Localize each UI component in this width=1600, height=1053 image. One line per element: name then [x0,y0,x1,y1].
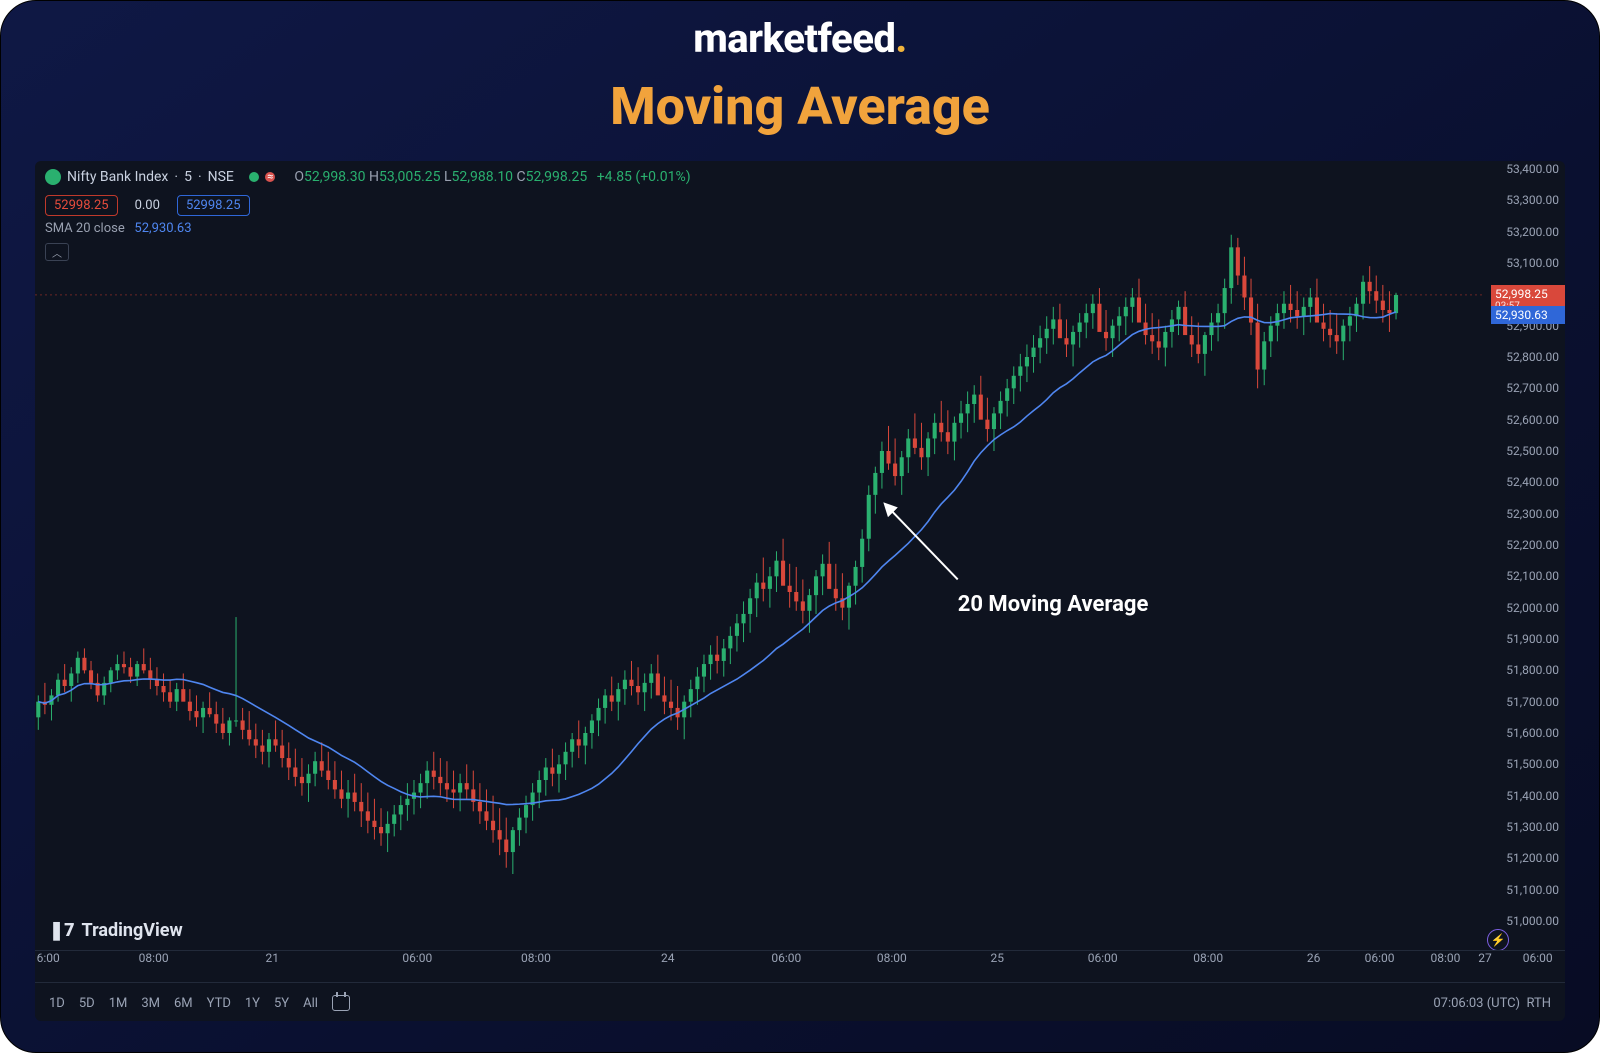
divider [35,950,1565,951]
x-tick: 6:00 [37,951,60,965]
x-tick: 08:00 [877,951,907,965]
timeframe-ytd[interactable]: YTD [207,996,231,1011]
y-tick: 52,600.00 [1506,413,1559,427]
y-tick: 51,900.00 [1506,632,1559,646]
settings-icon[interactable]: ⚡ [1487,929,1509,951]
timeframe-1d[interactable]: 1D [49,996,65,1011]
y-tick: 52,200.00 [1506,538,1559,552]
y-tick: 52,400.00 [1506,475,1559,489]
y-tick: 53,300.00 [1506,193,1559,207]
tradingview-logo: ❚7 TradingView [49,920,183,941]
divider [35,982,1565,983]
timeframe-1y[interactable]: 1Y [245,996,260,1011]
x-tick: 08:00 [521,951,551,965]
x-tick: 06:00 [1523,951,1553,965]
x-tick: 08:00 [1431,951,1461,965]
calendar-icon[interactable] [332,995,350,1011]
y-tick: 53,200.00 [1506,225,1559,239]
y-tick: 51,000.00 [1506,914,1559,928]
y-tick: 53,400.00 [1506,162,1559,176]
y-tick: 52,700.00 [1506,381,1559,395]
y-tick: 51,700.00 [1506,695,1559,709]
y-tick: 52,300.00 [1506,507,1559,521]
brand-name: marketfeed [693,15,895,62]
price-chart[interactable]: 20 Moving Average [35,161,1485,951]
clock-readout: 07:06:03 (UTC) RTH [1433,996,1551,1011]
price-tag: 52,930.63 [1491,306,1565,324]
x-tick: 24 [661,951,675,965]
y-tick: 52,800.00 [1506,350,1559,364]
timeframe-5d[interactable]: 5D [79,996,95,1011]
page-frame: marketfeed. Moving Average Nifty Bank In… [0,0,1600,1053]
timeframe-all[interactable]: All [303,996,318,1011]
x-axis: 6:00 08:00 21 06:00 08:00 24 06:00 08:00 25 06:00… [35,951,1485,973]
y-tick: 51,500.00 [1506,757,1559,771]
x-tick: 06:00 [1088,951,1118,965]
x-tick: 08:00 [139,951,169,965]
y-tick: 51,400.00 [1506,789,1559,803]
y-tick: 52,500.00 [1506,444,1559,458]
tv-mark-icon: ❚7 [49,920,75,941]
chart-card: Nifty Bank Index · 5 · NSE ≈ O52,998.30 … [35,161,1565,1021]
brand-logo: marketfeed. [1,1,1599,62]
x-tick: 27 [1478,951,1492,965]
y-tick: 52,100.00 [1506,569,1559,583]
x-tick: 06:00 [1365,951,1395,965]
y-tick: 51,300.00 [1506,820,1559,834]
timeframe-1m[interactable]: 1M [109,996,128,1011]
timeframe-3m[interactable]: 3M [141,996,160,1011]
brand-dot: . [895,15,906,62]
x-tick: 25 [991,951,1005,965]
y-tick: 53,100.00 [1506,256,1559,270]
svg-text:20 Moving Average: 20 Moving Average [958,592,1149,617]
y-tick: 51,100.00 [1506,883,1559,897]
x-tick: 06:00 [771,951,801,965]
timeframe-bar: 1D 5D 1M 3M 6M YTD 1Y 5Y All [49,995,350,1011]
y-tick: 51,600.00 [1506,726,1559,740]
y-tick: 52,000.00 [1506,601,1559,615]
timeframe-5y[interactable]: 5Y [274,996,289,1011]
y-axis: 51,000.00 51,100.00 51,200.00 51,300.00 51,4… [1485,161,1565,951]
page-title: Moving Average [1,76,1599,137]
timeframe-6m[interactable]: 6M [174,996,193,1011]
y-tick: 51,200.00 [1506,851,1559,865]
x-tick: 21 [266,951,280,965]
x-tick: 06:00 [402,951,432,965]
y-tick: 51,800.00 [1506,663,1559,677]
x-tick: 26 [1307,951,1321,965]
x-tick: 08:00 [1193,951,1223,965]
